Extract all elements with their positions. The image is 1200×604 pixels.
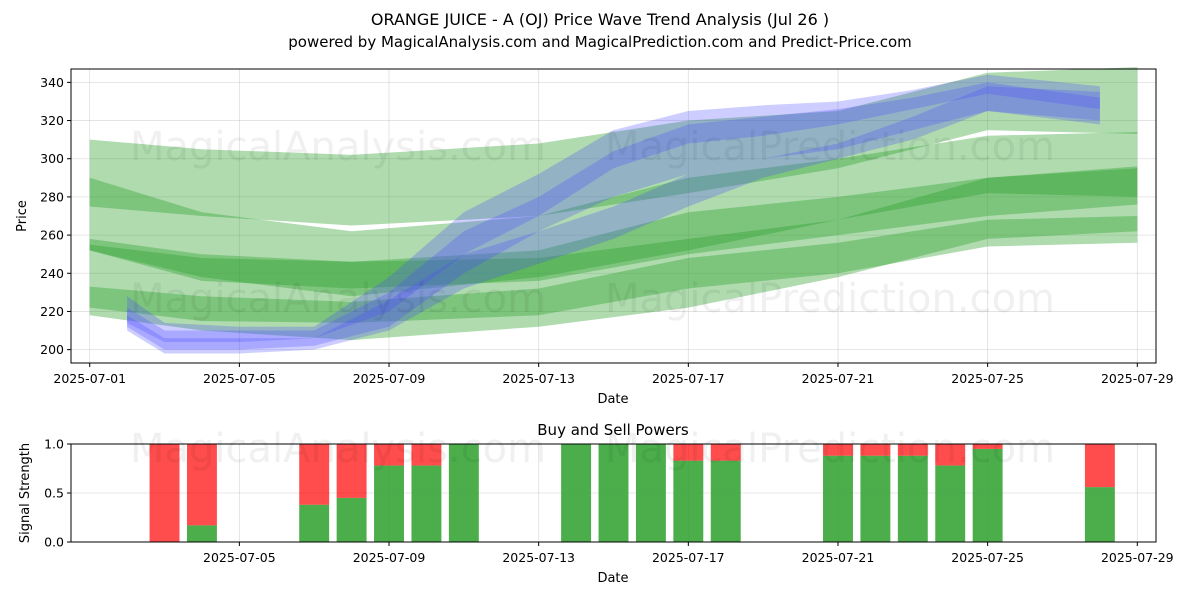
signal-ytick-label: 1.0: [44, 437, 64, 452]
price-ylabel: Price: [15, 200, 30, 232]
sell-bar: [860, 444, 891, 456]
buy-bar: [186, 525, 217, 542]
signal-axes-frame: [70, 443, 1157, 543]
buy-bar: [710, 460, 741, 542]
signal-watermark-2: MagicalPrediction.com: [605, 426, 1055, 472]
signal-axis-ticks: 2025-07-05 2025-07-09 2025-07-13 2025-07-17…: [44, 437, 1174, 566]
price-xtick-label: 2025-07-25: [951, 371, 1024, 386]
chart-subtitle: powered by MagicalAnalysis.com and Magic…: [288, 33, 912, 51]
signal-xtick-label: 2025-07-29: [1101, 550, 1174, 565]
price-band-green-1: [89, 168, 1138, 341]
price-grid: [71, 69, 1156, 363]
sell-bar: [374, 444, 404, 466]
signal-xtick-label: 2025-07-13: [502, 550, 575, 565]
price-axes-frame: [70, 68, 1157, 364]
price-panel: 2025-07-01 2025-07-05 2025-07-09 2025-07-13…: [15, 67, 1174, 407]
price-ytick-label: 300: [40, 151, 64, 166]
price-axis-ticks: 2025-07-01 2025-07-05 2025-07-09 2025-07-13…: [40, 75, 1174, 386]
sell-bar: [336, 444, 367, 498]
sell-bar: [1084, 444, 1115, 488]
sell-bar: [411, 444, 442, 466]
price-xtick-label: 2025-07-01: [53, 371, 126, 386]
buy-bar: [598, 444, 629, 542]
sell-bar: [935, 444, 966, 466]
price-watermark-2: MagicalPrediction.com: [605, 124, 1055, 170]
price-band-green-0: [89, 67, 1138, 226]
signal-title: Buy and Sell Powers: [537, 421, 689, 439]
buy-bar: [448, 444, 479, 542]
price-watermark-3: MagicalAnalysis.com: [130, 276, 546, 322]
buy-bar: [374, 465, 404, 542]
price-ytick-label: 320: [40, 113, 64, 128]
price-xtick-label: 2025-07-05: [203, 371, 276, 386]
price-band-green-2: [89, 132, 1138, 297]
price-watermark-4: MagicalPrediction.com: [605, 276, 1055, 322]
buy-bar: [299, 504, 330, 542]
price-xtick-label: 2025-07-29: [1101, 371, 1174, 386]
buy-bar: [411, 465, 442, 542]
price-ytick-label: 280: [40, 189, 64, 204]
sell-bar: [673, 444, 704, 461]
price-band-green-4: [89, 216, 1138, 323]
price-xtick-label: 2025-07-13: [502, 371, 575, 386]
signal-watermark-1: MagicalAnalysis.com: [130, 426, 546, 472]
price-bands: [89, 67, 1138, 354]
price-band-blue-5: [127, 74, 1100, 350]
signal-panel: Buy and Sell Powers 2025-07-05 2025-07-09…: [18, 421, 1174, 586]
signal-ylabel: Signal Strength: [18, 443, 33, 543]
signal-xlabel: Date: [597, 571, 628, 586]
price-xlabel: Date: [597, 392, 628, 407]
price-ytick-label: 200: [40, 342, 64, 357]
price-ytick-label: 220: [40, 304, 64, 319]
buy-bar: [561, 444, 592, 542]
buy-bar: [673, 460, 704, 542]
price-ytick-label: 240: [40, 266, 64, 281]
price-xtick-label: 2025-07-17: [652, 371, 725, 386]
signal-xtick-label: 2025-07-17: [652, 550, 725, 565]
signal-xtick-label: 2025-07-09: [353, 550, 426, 565]
sell-bar: [299, 444, 330, 505]
sell-bar: [186, 444, 217, 526]
signal-xtick-label: 2025-07-21: [802, 550, 875, 565]
chart-title: ORANGE JUICE - A (OJ) Price Wave Trend A…: [371, 10, 829, 29]
buy-bar: [897, 455, 928, 542]
buy-bar: [860, 455, 891, 542]
signal-ytick-label: 0.5: [44, 486, 64, 501]
buy-bar: [823, 455, 853, 542]
buy-bar: [972, 448, 1003, 542]
price-xtick-label: 2025-07-09: [353, 371, 426, 386]
signal-xtick-label: 2025-07-05: [203, 550, 276, 565]
sell-bar: [972, 444, 1003, 449]
buy-bar: [336, 497, 367, 542]
buy-bar: [935, 465, 966, 542]
price-ytick-label: 340: [40, 75, 64, 90]
sell-bar: [897, 444, 928, 456]
signal-xtick-label: 2025-07-25: [951, 550, 1024, 565]
buy-bar: [635, 444, 666, 542]
price-ytick-label: 260: [40, 228, 64, 243]
sell-bar: [149, 444, 180, 542]
buy-bar: [1084, 487, 1115, 542]
price-watermark-1: MagicalAnalysis.com: [130, 124, 546, 170]
signal-bars: [149, 444, 1115, 542]
price-band-green-3: [89, 166, 1138, 289]
sell-bar: [710, 444, 741, 461]
price-band-blue-7: [127, 86, 1100, 354]
price-xtick-label: 2025-07-21: [802, 371, 875, 386]
sell-bar: [823, 444, 853, 456]
signal-ytick-label: 0.0: [44, 535, 64, 550]
